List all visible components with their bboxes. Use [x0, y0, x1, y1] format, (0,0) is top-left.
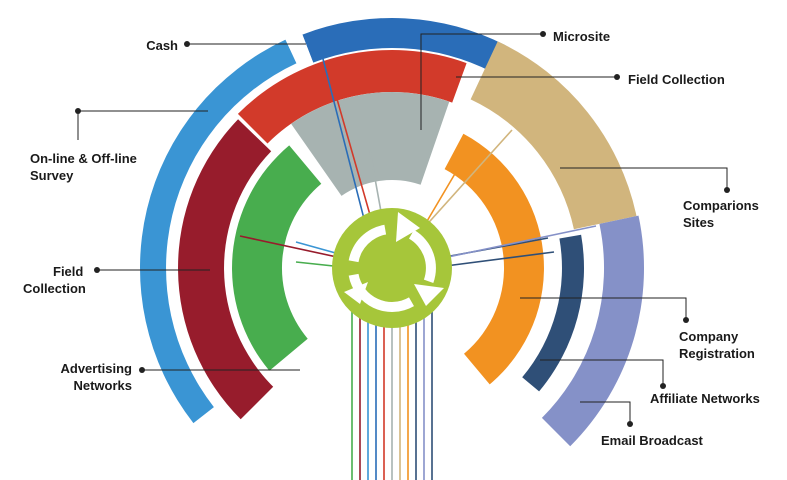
callout-dot — [660, 383, 666, 389]
cycle-arrowhead — [414, 284, 444, 306]
callout-dot — [75, 108, 81, 114]
segment-company-registration — [444, 133, 544, 385]
label-field-collection-left: Field Collection — [23, 264, 86, 296]
label-online-offline-survey: On-line & Off-line Survey — [30, 151, 137, 183]
segment-affiliate-networks — [522, 234, 585, 392]
label-cash: Cash — [146, 38, 178, 53]
segment-cash — [302, 17, 506, 72]
callout-dot — [627, 421, 633, 427]
label-field-collection-top: Field Collection — [628, 72, 725, 87]
segment-comparisons-sites — [470, 41, 637, 230]
segment-email-broadcast — [541, 215, 645, 447]
callout-dot — [139, 367, 145, 373]
label-email-broadcast: Email Broadcast — [601, 433, 703, 448]
cycle-arc — [348, 273, 414, 312]
callout-dot — [94, 267, 100, 273]
cycle-arc — [348, 224, 387, 263]
callout-dot — [184, 41, 190, 47]
segment-online-offline-survey — [140, 39, 297, 424]
label-affiliate-networks: Affiliate Networks — [650, 391, 760, 406]
callout-dot — [724, 187, 730, 193]
ring-gap — [285, 32, 314, 69]
callout-line — [420, 33, 543, 130]
label-advertising-networks: Advertising Networks — [60, 361, 132, 393]
segment-field-collection-top — [237, 49, 467, 144]
callout-line — [520, 297, 687, 320]
cycle-arc — [409, 229, 436, 283]
callout-line — [560, 167, 728, 190]
cycle-arrowhead — [344, 282, 368, 304]
label-microsite: Microsite — [553, 29, 611, 44]
callout-line — [540, 359, 664, 386]
label-comparisons-sites: Comparions Sites — [683, 198, 759, 230]
cycle-arrowhead — [396, 212, 420, 242]
callout-dot — [683, 317, 689, 323]
segment-field-collection-left — [178, 119, 274, 420]
segment-advertising-networks — [232, 145, 322, 371]
refresh-cycle-icon — [332, 208, 452, 328]
callout-line — [580, 401, 631, 424]
callout-dot — [540, 31, 546, 37]
callout-dot — [614, 74, 620, 80]
label-company-registration: Company Registration — [679, 329, 755, 361]
segment-microsite — [291, 92, 450, 196]
